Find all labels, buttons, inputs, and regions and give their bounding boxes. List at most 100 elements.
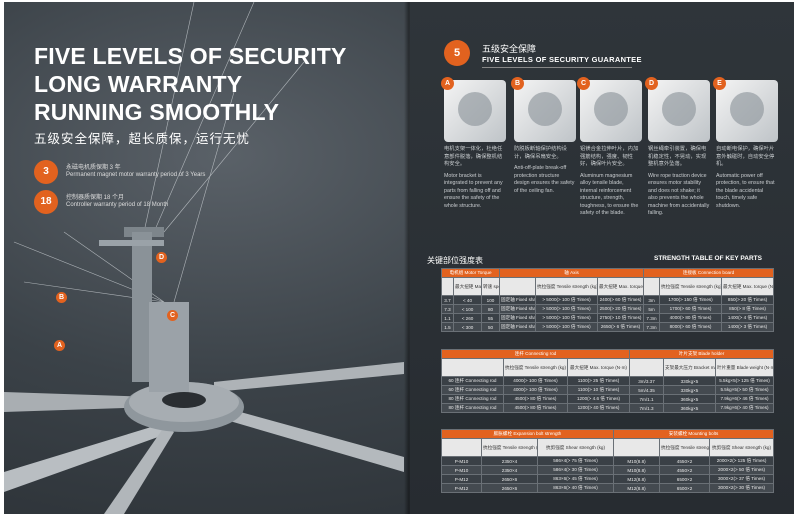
feature-e-cn: 自动断电保护，确保叶片意外触碰时，自动安全停机。 (716, 146, 775, 167)
table-cell: 360kg×5 (663, 394, 716, 404)
feature-b: B 防脱板断轴保护结构设计，确保吊扇安全。 Anti-off-plate bre… (511, 77, 576, 195)
t3-body: P-M10 2350×4 586×4(> 75 倍 Times) M10(8.8) 45… (441, 456, 775, 493)
table-cell: 2650(> 6 倍 Times) (596, 322, 645, 332)
table-row: P-M12 2650×6 863×6(> 45 倍 Times) M12(8.8) 65… (441, 474, 775, 484)
section-divider (482, 67, 632, 68)
page-gutter (404, 2, 414, 514)
table-cell: 360kg×5 (663, 403, 716, 413)
table-cell: 80 (481, 304, 500, 314)
table-cell: 7.9kg×6(> 40 倍 Times) (714, 403, 775, 413)
table-cell: 4000(> 100 倍 Times) (503, 376, 568, 386)
table-cell: 60 连杆 Connecting rod (441, 385, 504, 395)
t3-header (441, 438, 482, 457)
warranty-motor-en: Permanent magnet motor warranty period o… (66, 172, 206, 178)
table-cell: 5m/4.35 (629, 385, 664, 395)
table-cell: 4500(> 80 倍 Times) (503, 403, 568, 413)
table-cell: > 5000(> 100 倍 Times) (535, 322, 598, 332)
t2-group-rod: 连杆 Connecting rod (441, 349, 630, 359)
table-cell: 1400(> 4 倍 Times) (721, 313, 775, 323)
wire-rope-image: D (645, 77, 710, 142)
feature-c: C 铝镁合金拉伸叶片，内加强筋结构，强度、韧性好，确保叶片安全。 Aluminu… (577, 77, 642, 218)
table-cell: 固定轴 Fixed shaft (499, 322, 536, 332)
table-title-cn: 关键部位强度表 (427, 256, 483, 265)
t1-group-axis: 轴 Axis (498, 268, 645, 278)
t3-group-expansion: 膨胀螺栓 Expansion bolt strength (440, 429, 615, 439)
table-cell: 7.9kg×6(> 46 倍 Times) (714, 394, 775, 404)
t1-header: 抗拉强度 Tensile strength (kg) (535, 277, 598, 296)
table-row: 1.1 < 260 55 固定轴 Fixed shaft > 5000(> 100 倍 … (441, 313, 775, 323)
table-cell: 50 (481, 322, 500, 332)
table-cell: 80 连杆 Connecting rod (441, 403, 504, 413)
table-row: 3.7 < 40 100 固定轴 Fixed shaft > 5000(> 100 倍 … (441, 295, 775, 305)
t1-group-board: 连接板 Connection board (643, 268, 775, 278)
table-row: 7.3 < 100 80 固定轴 Fixed shaft > 5000(> 100 倍 … (441, 304, 775, 314)
table-cell: < 260 (453, 313, 482, 323)
feature-c-en: Aluminum magnesium alloy tensile blade, … (580, 172, 639, 217)
shield-5-icon: 5 (444, 40, 470, 66)
table-row: 80 连杆 Connecting rod 4500(> 80 倍 Times) 12… (441, 403, 775, 413)
t2-body: 60 连杆 Connecting rod 4000(> 100 倍 Times) 1… (441, 376, 775, 413)
t3-header: 抗剪强度 Shear strength (kg) (536, 438, 615, 457)
table-cell: 1100(> 25 倍 Times) (567, 376, 630, 386)
table-cell: 1200(> 4.6 倍 Times) (567, 394, 630, 404)
table-cell: 4000(> 100 倍 Times) (503, 385, 568, 395)
table-cell: 固定轴 Fixed shaft (499, 313, 536, 323)
table-cell: 4000(> 80 倍 Times) (659, 313, 723, 323)
section-title-en: FIVE LEVELS OF SECURITY GUARANTEE (482, 55, 642, 64)
strength-table-bolts: 膨胀螺栓 Expansion bolt strength 安装螺栓 Mounti… (440, 429, 775, 493)
t3-group-mounting: 安装螺栓 Mounting bolts (613, 429, 775, 439)
strength-table-motor-axis: 电机组 Motor Torque 轴 Axis 连接板 Connection b… (441, 268, 775, 332)
table-cell: 5m (643, 304, 661, 314)
table-cell: 80 连杆 Connecting rod (441, 394, 504, 404)
callout-a: A (54, 340, 65, 351)
table-cell: 3.7 (441, 295, 454, 305)
warranty-motor-cn: 永磁电机质保期 3 年 (66, 165, 121, 171)
feature-e-en: Automatic power off protection, to ensur… (716, 172, 775, 209)
table-cell: 60 连杆 Connecting rod (441, 376, 504, 386)
table-cell: 863×6(> 45 倍 Times) (536, 474, 615, 484)
strength-table-rod-holder: 连杆 Connecting rod 叶片支架 Blade holder 抗拉强度… (441, 349, 775, 413)
table-row: 80 连杆 Connecting rod 4500(> 80 倍 Times) 12… (441, 394, 775, 404)
blade-image: C (577, 77, 642, 142)
t1-header: 转速 speed (r/min) (481, 277, 500, 296)
t1-body: 3.7 < 40 100 固定轴 Fixed shaft > 5000(> 100 倍 … (441, 295, 775, 332)
table-cell: > 5000(> 100 倍 Times) (535, 295, 598, 305)
table-row: 60 连杆 Connecting rod 4000(> 100 倍 Times) 1… (441, 376, 775, 386)
headline-line-1: FIVE LEVELS OF SECURITY (34, 43, 347, 69)
t2-header: 最大扭矩 Max. torque (N·m) (567, 358, 630, 377)
table-cell: 3m/3.37 (629, 376, 664, 386)
section-title-cn: 五级安全保障 (482, 44, 537, 54)
table-cell: 850(> 8 倍 Times) (721, 304, 775, 314)
feature-d-cn: 钢丝绳牵引装置，确保电机稳定性，不晃动，实现整机意外坠落。 (648, 146, 707, 167)
table-cell: 2350×4 (481, 456, 538, 466)
callout-b: B (56, 292, 67, 303)
table-cell: P-M10 (441, 465, 482, 475)
table-cell: P-M12 (441, 474, 482, 484)
table-cell: > 5000(> 100 倍 Times) (535, 313, 598, 323)
table-cell: 850(> 20 倍 Times) (721, 295, 775, 305)
table-cell: 1100(> 10 倍 Times) (567, 385, 630, 395)
table-cell: 7m/1.3 (629, 403, 664, 413)
table-cell: 7m/1.1 (629, 394, 664, 404)
table-cell: P-M10 (441, 456, 482, 466)
table-cell: 7.3m (643, 322, 661, 332)
feature-b-en: Anti-off-plate break-off protection stru… (514, 165, 575, 194)
table-cell: 1700(> 150 倍 Times) (659, 295, 723, 305)
feature-e: E 自动断电保护，确保叶片意外触碰时，自动安全停机。 Automatic pow… (713, 77, 778, 210)
t1-header: 最大扭矩 Max. torque (N·m) (721, 277, 775, 296)
table-cell: 1.5 (441, 322, 454, 332)
t2-header: 支架最大压力 Bracket max. pressure (kg) (663, 358, 716, 377)
table-cell: 1400(> 3 倍 Times) (721, 322, 775, 332)
table-cell: M12(8.8) (613, 483, 661, 493)
table-cell: 1200(> 40 倍 Times) (567, 403, 630, 413)
table-cell: 7.3m (643, 313, 661, 323)
headline-line-3: RUNNING SMOOTHLY (34, 99, 280, 125)
table-cell: P-M12 (441, 483, 482, 493)
feature-a: A 电机支架一体化，杜绝任意部件脱落，确保整机结构安全。 Motor brack… (441, 77, 506, 210)
table-cell: 586×4(> 30 倍 Times) (536, 465, 615, 475)
table-cell: 2000×2(> 125 倍 Times) (709, 456, 775, 466)
t1-group-motor: 电机组 Motor Torque (441, 268, 500, 278)
t1-header: 最大扭矩 Max. torque (N·m) (596, 277, 645, 296)
feature-d: D 钢丝绳牵引装置，确保电机稳定性，不晃动，实现整机意外坠落。 Wire rop… (645, 77, 710, 218)
table-cell: < 100 (453, 304, 482, 314)
